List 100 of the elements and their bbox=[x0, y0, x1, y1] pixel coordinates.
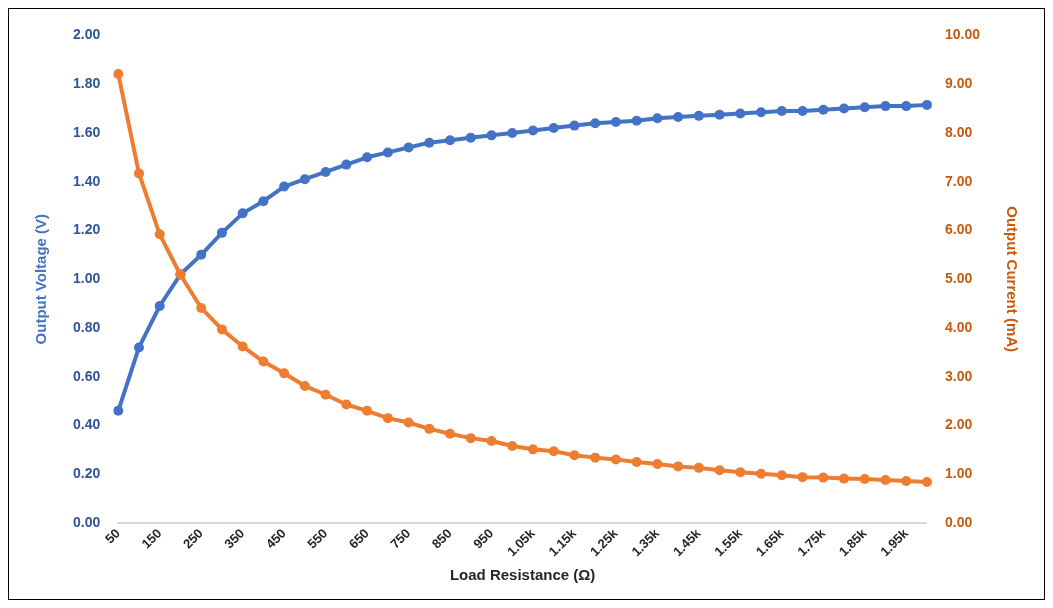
point bbox=[486, 436, 497, 447]
point bbox=[382, 413, 393, 424]
point bbox=[527, 444, 538, 455]
point bbox=[714, 465, 725, 476]
point bbox=[154, 229, 165, 240]
point bbox=[362, 405, 373, 416]
point bbox=[133, 168, 144, 179]
point bbox=[776, 470, 787, 481]
point bbox=[113, 405, 124, 416]
point bbox=[216, 227, 227, 238]
point bbox=[279, 181, 290, 192]
point bbox=[652, 458, 663, 469]
point bbox=[548, 446, 559, 457]
point bbox=[279, 368, 290, 379]
y2-tick-label: 0.00 bbox=[944, 513, 973, 530]
point bbox=[859, 474, 870, 485]
point bbox=[196, 249, 207, 260]
point bbox=[818, 104, 829, 115]
point bbox=[631, 115, 642, 126]
y2-tick-label: 4.00 bbox=[944, 318, 973, 335]
point bbox=[237, 208, 248, 219]
y2-tick-label: 5.00 bbox=[944, 270, 973, 287]
y2-tick-label: 3.00 bbox=[944, 367, 973, 384]
point bbox=[590, 452, 601, 463]
x-tick-label: 950 bbox=[470, 525, 497, 552]
point bbox=[548, 123, 559, 134]
y2-tick-label: 10.00 bbox=[944, 26, 981, 43]
point bbox=[445, 428, 456, 439]
point bbox=[465, 132, 476, 143]
point bbox=[216, 324, 227, 335]
point bbox=[921, 477, 932, 488]
point bbox=[507, 127, 518, 138]
point bbox=[320, 389, 331, 400]
point bbox=[320, 166, 331, 177]
x-axis-title: Load Resistance (Ω) bbox=[449, 566, 596, 584]
x-tick-label: 750 bbox=[387, 525, 414, 552]
point bbox=[569, 450, 580, 461]
point bbox=[113, 68, 124, 79]
point bbox=[362, 152, 373, 163]
x-tick-label: 450 bbox=[262, 525, 289, 552]
point bbox=[299, 174, 310, 185]
point bbox=[154, 301, 165, 311]
point bbox=[610, 454, 621, 465]
point bbox=[673, 461, 684, 472]
point bbox=[839, 103, 850, 114]
point bbox=[714, 109, 725, 120]
point bbox=[631, 457, 642, 468]
point bbox=[465, 433, 476, 444]
point bbox=[880, 475, 891, 486]
point bbox=[196, 302, 207, 313]
y-tick-label: 0.20 bbox=[73, 465, 101, 482]
point bbox=[797, 105, 808, 116]
y2-tick-label: 8.00 bbox=[944, 123, 973, 140]
y-tick-label: 1.80 bbox=[73, 75, 101, 92]
point bbox=[258, 356, 269, 367]
point bbox=[341, 159, 352, 170]
point bbox=[610, 116, 621, 127]
y-axis-title: Output Voltage (V) bbox=[32, 213, 50, 345]
y2-tick-label: 9.00 bbox=[944, 75, 973, 92]
point bbox=[424, 137, 435, 148]
point bbox=[735, 467, 746, 478]
y-tick-label: 0.40 bbox=[73, 416, 101, 433]
x-tick-label: 250 bbox=[179, 525, 206, 552]
y2-tick-label: 6.00 bbox=[944, 221, 973, 238]
y-tick-label: 0.00 bbox=[73, 513, 101, 530]
point bbox=[693, 462, 704, 473]
point bbox=[818, 472, 829, 483]
point bbox=[486, 130, 497, 141]
y-tick-label: 0.60 bbox=[73, 367, 101, 384]
y-tick-label: 2.00 bbox=[73, 26, 101, 43]
point bbox=[258, 196, 269, 207]
point bbox=[527, 125, 538, 136]
point bbox=[569, 120, 580, 131]
point bbox=[382, 147, 393, 158]
x-tick-label: 650 bbox=[345, 525, 372, 552]
point bbox=[590, 118, 601, 129]
point bbox=[839, 473, 850, 484]
y2-axis-title: Output Current (mA) bbox=[1003, 206, 1021, 353]
x-tick-label: 550 bbox=[304, 525, 331, 552]
point bbox=[776, 105, 787, 116]
y-tick-label: 1.60 bbox=[73, 123, 101, 140]
y-tick-label: 1.00 bbox=[73, 270, 101, 287]
point bbox=[445, 135, 456, 146]
point bbox=[859, 102, 870, 113]
point bbox=[237, 341, 248, 352]
point bbox=[652, 113, 663, 124]
point bbox=[403, 142, 414, 153]
point bbox=[901, 476, 912, 487]
y-tick-label: 1.40 bbox=[73, 172, 101, 189]
point bbox=[756, 107, 767, 118]
point bbox=[921, 99, 932, 110]
point bbox=[341, 399, 352, 410]
x-tick-label: 850 bbox=[428, 525, 455, 552]
y2-tick-label: 7.00 bbox=[944, 172, 973, 189]
point bbox=[299, 380, 310, 391]
point bbox=[797, 472, 808, 483]
point bbox=[424, 423, 435, 434]
point bbox=[507, 440, 518, 451]
x-tick-label: 350 bbox=[221, 525, 248, 552]
point bbox=[880, 101, 891, 112]
